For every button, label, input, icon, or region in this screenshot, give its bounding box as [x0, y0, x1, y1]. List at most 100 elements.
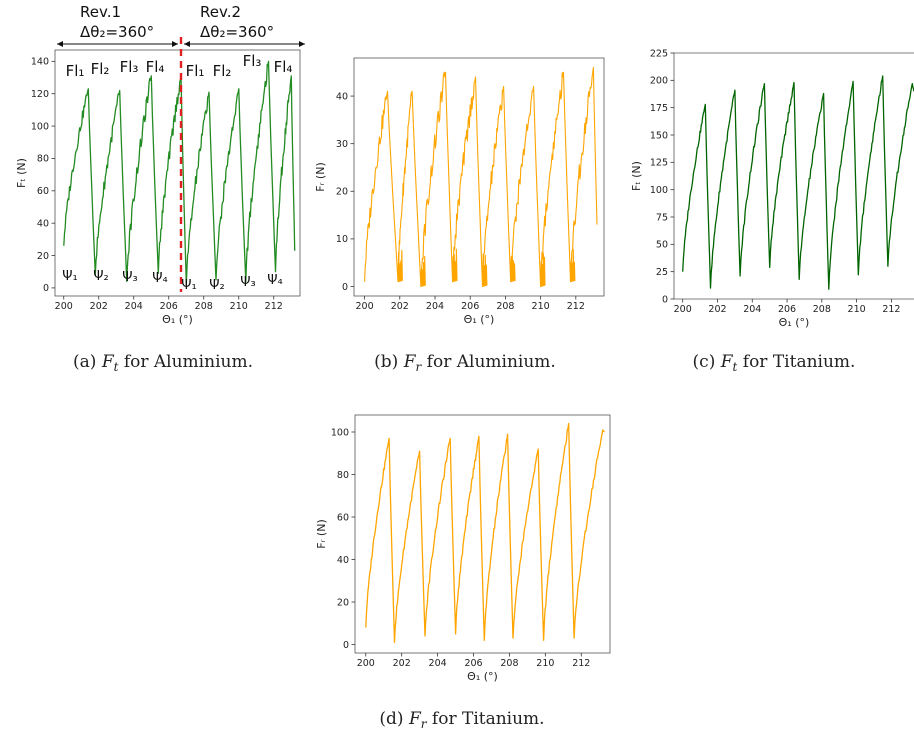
series-line	[63, 60, 296, 286]
flute-label: Fl₃	[120, 58, 139, 76]
psi-label: Ψ₂	[209, 278, 224, 293]
y-tick-label: 200	[650, 76, 668, 87]
caption-rest: for Titanium.	[737, 352, 855, 372]
flute-label: Fl₄	[274, 58, 293, 76]
x-tick-label: 210	[532, 301, 550, 312]
y-tick-label: 100	[331, 427, 349, 438]
caption-subscript: t	[114, 360, 119, 374]
flute-label: Fl₁	[66, 62, 85, 80]
x-tick-label: 208	[496, 301, 514, 312]
y-tick-label: 225	[650, 48, 668, 59]
y-tick-label: 0	[662, 294, 668, 305]
y-tick-label: 125	[650, 158, 668, 169]
x-tick-label: 212	[882, 304, 900, 315]
chart-panel-c: 200 202 204 206 208 210 212 0 25 50 75 100 125 150 175…	[630, 48, 914, 374]
chart-panel-d: 200 202 204 206 208 210 212 0 20 40 60 80 100 Θ₁ (°) F…	[315, 414, 611, 731]
psi-label: Ψ₁	[181, 278, 196, 293]
psi-label: Ψ₄	[152, 271, 167, 286]
y-tick-label: 40	[336, 91, 348, 102]
chart-panel-b: 200 202 204 206 208 210 212 0 10 20 30 40 Θ₁ (°) Fᵣ (…	[314, 57, 605, 374]
chart-panel-a: 200 202 204 206 208 210 212 0 20 40 60 80 100 120 140 Θ…	[15, 3, 305, 374]
y-tick-label: 140	[31, 57, 49, 68]
y-tick-label: 0	[43, 283, 49, 294]
caption-prefix: (a)	[73, 352, 102, 372]
rev1-label: Rev.1	[80, 3, 121, 21]
x-tick-label: 208	[500, 658, 518, 669]
figure-caption: (a) Ft for Aluminium.	[73, 352, 253, 374]
rev2-label: Rev.2	[200, 3, 241, 21]
x-axis-label: Θ₁ (°)	[464, 313, 495, 326]
x-tick-label: 208	[813, 304, 831, 315]
x-tick-label: 212	[567, 301, 585, 312]
x-axis-label: Θ₁ (°)	[467, 670, 498, 683]
psi-label: Ψ₁	[62, 269, 77, 284]
caption-symbol: F	[720, 352, 734, 372]
x-tick-label: 200	[357, 658, 375, 669]
x-tick-label: 208	[195, 301, 213, 312]
x-tick-label: 204	[429, 658, 447, 669]
y-tick-label: 50	[656, 240, 668, 251]
caption-prefix: (c)	[693, 352, 721, 372]
rev2-arrow-head-right	[299, 41, 305, 47]
rev1-delta-label: Δθ₂=360°	[80, 23, 154, 41]
x-tick-label: 202	[391, 301, 409, 312]
caption-subscript: r	[416, 360, 423, 374]
flute-label: Fl₄	[146, 58, 165, 76]
x-tick-label: 210	[230, 301, 248, 312]
caption-rest: for Aluminium.	[421, 352, 556, 372]
x-tick-label: 206	[464, 658, 482, 669]
y-tick-label: 60	[37, 186, 49, 197]
x-tick-label: 202	[708, 304, 726, 315]
plot-frame	[354, 414, 611, 654]
x-tick-label: 206	[160, 301, 178, 312]
x-tick-label: 204	[125, 301, 143, 312]
rev1-arrow-head-left	[57, 41, 63, 47]
psi-label: Ψ₄	[267, 273, 282, 288]
x-axis-label: Θ₁ (°)	[779, 316, 810, 329]
y-tick-label: 40	[37, 218, 49, 229]
flute-label: Fl₁	[186, 62, 205, 80]
x-tick-label: 206	[778, 304, 796, 315]
y-tick-label: 150	[650, 130, 668, 141]
y-tick-label: 10	[336, 234, 348, 245]
caption-rest: for Aluminium.	[118, 352, 253, 372]
caption-symbol: F	[408, 709, 422, 729]
x-tick-label: 202	[90, 301, 108, 312]
x-tick-label: 212	[572, 658, 590, 669]
caption-subscript: t	[733, 360, 738, 374]
rev2-arrow-head-left	[184, 41, 190, 47]
x-tick-label: 200	[355, 301, 373, 312]
figure-caption: (c) Ft for Titanium.	[693, 352, 856, 374]
caption-prefix: (d)	[379, 709, 409, 729]
series-line	[365, 422, 606, 644]
caption-subscript: r	[421, 717, 428, 731]
y-tick-label: 25	[656, 267, 668, 278]
y-tick-label: 100	[650, 185, 668, 196]
y-tick-label: 80	[37, 154, 49, 165]
y-axis-label: Fᵣ (N)	[314, 162, 327, 191]
y-axis-label: Fᵣ (N)	[315, 519, 328, 548]
y-axis-label: Fₜ (N)	[15, 158, 28, 188]
y-tick-label: 175	[650, 103, 668, 114]
series-line	[364, 66, 598, 288]
y-tick-label: 100	[31, 121, 49, 132]
rev2-delta-label: Δθ₂=360°	[200, 23, 274, 41]
y-tick-label: 120	[31, 89, 49, 100]
flute-label: Fl₂	[213, 62, 232, 80]
x-tick-label: 206	[461, 301, 479, 312]
y-tick-label: 20	[37, 251, 49, 262]
x-axis-label: Θ₁ (°)	[162, 313, 193, 326]
y-tick-label: 30	[336, 139, 348, 150]
x-tick-label: 212	[265, 301, 283, 312]
y-tick-label: 80	[337, 470, 349, 481]
flute-label: Fl₃	[243, 52, 262, 70]
caption-rest: for Titanium.	[427, 709, 545, 729]
y-tick-label: 75	[656, 212, 668, 223]
rev1-arrow-head-right	[172, 41, 178, 47]
x-tick-label: 200	[674, 304, 692, 315]
psi-label: Ψ₃	[240, 275, 255, 290]
y-tick-label: 0	[342, 282, 348, 293]
y-tick-label: 60	[337, 512, 349, 523]
caption-prefix: (b)	[374, 352, 404, 372]
